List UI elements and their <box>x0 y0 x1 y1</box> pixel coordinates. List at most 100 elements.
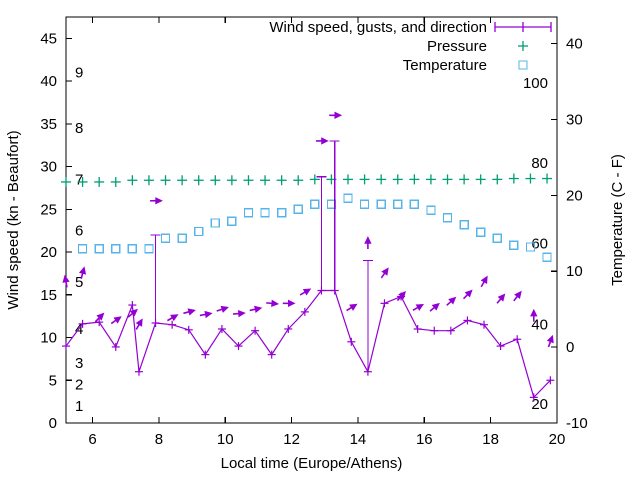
y2-tick-label: 10 <box>566 263 583 280</box>
temperature-marker <box>426 205 436 215</box>
beaufort-label: 5 <box>75 274 83 291</box>
temperature-marker <box>509 240 519 250</box>
wind-direction-arrow <box>513 290 522 302</box>
temperature-marker <box>194 226 204 237</box>
wind-direction-arrow <box>199 310 213 319</box>
series-wind-speed <box>62 111 555 402</box>
temperature-marker <box>326 199 337 209</box>
wind-direction-arrow <box>266 299 280 307</box>
x-axis-title: Local time (Europe/Athens) <box>221 455 403 472</box>
wind-direction-arrow <box>462 289 473 300</box>
temperature-marker <box>476 227 486 238</box>
arrow-head <box>497 293 506 302</box>
y2-tick-label: 40 <box>566 36 583 53</box>
x-tick-label: 20 <box>549 431 566 448</box>
arrow-head <box>480 275 488 285</box>
wind-direction-arrow <box>299 288 312 296</box>
arrow-head <box>381 267 389 276</box>
temperature-marker <box>393 199 403 209</box>
wind-direction-arrow <box>346 303 358 312</box>
wind-direction-arrow <box>249 305 263 313</box>
wind-direction-arrow <box>150 197 163 205</box>
wind-direction-arrow <box>110 316 122 325</box>
temperature-marker <box>293 204 303 214</box>
temperature-marker <box>276 208 287 218</box>
temperature-marker <box>177 233 187 244</box>
y2-tick-label: 20 <box>566 187 583 204</box>
y2-tick-label: 0 <box>566 339 574 356</box>
arrow-head <box>96 312 105 321</box>
wind-direction-arrow <box>364 236 372 250</box>
chart-legend: Wind speed, gusts, and direction Pressure… <box>269 19 552 74</box>
temperature-marker <box>442 213 453 223</box>
arrow-head <box>364 236 372 244</box>
wind-direction-arrow <box>94 312 105 323</box>
arrow-head <box>62 274 70 283</box>
fahrenheit-label: 20 <box>531 396 548 413</box>
arrow-head <box>546 334 554 344</box>
legend-label-wind: Wind speed, gusts, and direction <box>269 19 487 36</box>
arrow-head <box>237 309 246 318</box>
wind-direction-arrow <box>62 274 70 288</box>
wind-direction-arrow <box>315 137 329 145</box>
fahrenheit-label: 100 <box>523 75 548 92</box>
y-tick-label: 40 <box>40 73 57 90</box>
arrow-head <box>288 299 296 308</box>
arrow-head <box>113 316 122 324</box>
temperature-marker <box>227 216 237 226</box>
temperature-marker <box>310 199 320 209</box>
series-temperature <box>77 193 552 262</box>
arrow-head <box>398 291 406 300</box>
wind-direction-arrow <box>530 308 538 322</box>
temperature-marker <box>127 243 138 254</box>
fahrenheit-scale-labels: 20 40 60 80 100 <box>523 75 548 413</box>
y-tick-label: 10 <box>40 330 57 347</box>
wind-direction-arrow <box>183 308 196 316</box>
temperature-marker <box>409 199 419 209</box>
y2-axis-title: Temperature (C - F) <box>609 154 626 286</box>
temperature-marker <box>94 243 104 254</box>
plot-border <box>65 16 558 424</box>
arrow-head <box>431 302 440 311</box>
beaufort-label: 6 <box>75 223 83 240</box>
temperature-marker <box>525 242 536 252</box>
wind-direction-arrow <box>546 334 554 348</box>
beaufort-label: 4 <box>75 321 83 338</box>
arrow-head <box>349 303 358 311</box>
fahrenheit-label: 40 <box>531 317 548 334</box>
y-tick-label: 30 <box>40 159 57 176</box>
y-axis-ticks: 0 5 10 15 20 25 30 35 40 45 <box>40 30 72 432</box>
beaufort-label: 8 <box>75 120 83 137</box>
temperature-marker <box>492 233 502 244</box>
y-tick-label: 35 <box>40 116 57 133</box>
wind-direction-arrow <box>496 293 506 304</box>
arrow-head <box>448 296 457 305</box>
wind-direction-arrow <box>329 111 343 119</box>
arrow-head <box>220 305 229 313</box>
wind-direction-arrow <box>429 302 440 312</box>
arrow-head <box>155 197 163 205</box>
x-tick-label: 16 <box>416 431 433 448</box>
arrow-head <box>415 303 425 311</box>
legend-label-temperature: Temperature <box>403 57 487 74</box>
y-tick-label: 15 <box>40 287 57 304</box>
x-tick-label: 6 <box>88 431 96 448</box>
wind-direction-arrow <box>480 275 488 288</box>
y2-tick-label: -10 <box>566 415 588 432</box>
arrow-head <box>530 308 538 317</box>
temperature-marker <box>160 233 171 244</box>
x-tick-label: 14 <box>350 431 367 448</box>
fahrenheit-label: 60 <box>531 236 548 253</box>
y-tick-label: 0 <box>49 415 57 432</box>
wind-direction-arrow <box>282 299 296 308</box>
arrow-head <box>271 299 280 307</box>
wind-direction-arrow <box>166 314 179 322</box>
y2-tick-label: 30 <box>566 111 583 128</box>
temperature-marker <box>144 243 154 254</box>
wind-direction-arrow <box>232 309 246 318</box>
beaufort-label: 1 <box>75 398 83 415</box>
arrow-head <box>321 137 329 145</box>
temperature-marker <box>260 208 270 218</box>
arrow-head <box>170 314 179 322</box>
